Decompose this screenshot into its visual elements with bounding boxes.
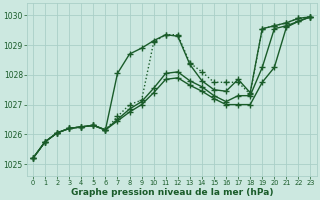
X-axis label: Graphe pression niveau de la mer (hPa): Graphe pression niveau de la mer (hPa) — [70, 188, 273, 197]
